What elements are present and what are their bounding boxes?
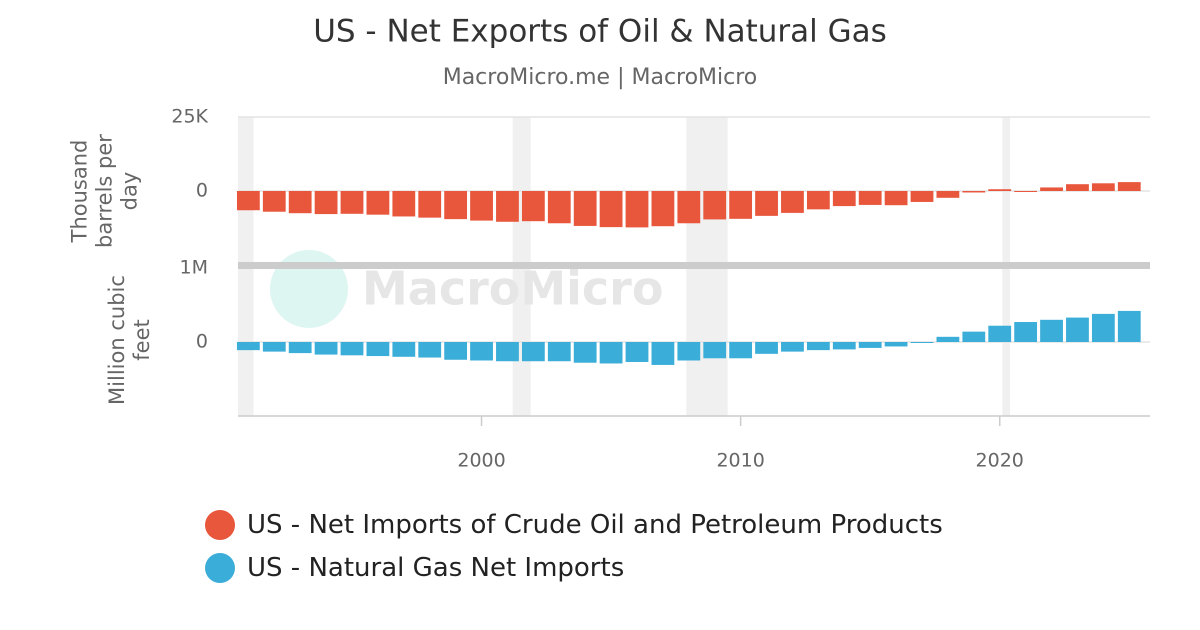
bar (262, 191, 286, 212)
bar (599, 342, 623, 364)
bar (781, 342, 804, 352)
bar (392, 342, 416, 357)
bar (936, 191, 960, 198)
bar (832, 191, 856, 207)
bar (262, 342, 286, 352)
bar (236, 342, 260, 351)
bar (988, 189, 1012, 191)
bar (366, 191, 390, 215)
bar (496, 342, 519, 362)
bar (288, 342, 312, 354)
bar (1091, 313, 1115, 342)
bar (729, 342, 753, 359)
bar (832, 342, 856, 350)
bar (288, 191, 312, 214)
chart-title: US - Net Exports of Oil & Natural Gas (313, 14, 887, 50)
bar (392, 191, 416, 217)
x-tick-label: 2000 (457, 450, 505, 472)
legend-label: US - Net Imports of Crude Oil and Petrol… (247, 510, 943, 540)
bar (573, 342, 597, 363)
bar (1091, 183, 1115, 191)
x-tick-label: 2020 (976, 450, 1024, 472)
watermark-logo (270, 250, 348, 328)
y-tick-label: 1M (180, 257, 208, 279)
bar (781, 191, 804, 213)
bar (755, 191, 778, 216)
bar (884, 342, 908, 347)
bar (625, 342, 649, 362)
bar (677, 342, 701, 361)
y-tick-label: 0 (196, 180, 208, 202)
bar (1066, 317, 1089, 342)
bar (651, 191, 675, 227)
bar (340, 191, 364, 214)
legend-marker (205, 510, 235, 540)
y-axis-title: Thousand barrels per day (67, 134, 142, 248)
bar (806, 191, 830, 210)
bar (521, 342, 545, 362)
y-tick-label: 0 (196, 331, 208, 353)
bar (755, 342, 778, 354)
bar (1117, 310, 1141, 342)
bar (910, 191, 934, 202)
bar (988, 325, 1012, 342)
bar (599, 191, 623, 228)
bar (703, 342, 727, 359)
y-tick-label: 25K (171, 106, 208, 128)
legend-label: US - Natural Gas Net Imports (247, 553, 625, 583)
y-axis-title: Million cubic feet (105, 275, 154, 405)
bar (1014, 322, 1038, 342)
bar (884, 191, 908, 206)
bar (418, 342, 442, 358)
bar (1117, 182, 1141, 191)
watermark: MacroMicro (362, 262, 663, 316)
bar (236, 191, 260, 211)
bar (573, 191, 597, 226)
x-tick-label: 2010 (716, 450, 764, 472)
bar (521, 191, 545, 222)
bar (962, 191, 986, 193)
bar (314, 342, 338, 355)
bar (651, 342, 675, 365)
bar (806, 342, 830, 351)
bar (1066, 184, 1089, 191)
bar (1040, 187, 1063, 191)
legend-marker (205, 553, 235, 583)
bar (962, 331, 986, 342)
bar (470, 342, 493, 361)
bar (729, 191, 753, 219)
bar (340, 342, 364, 356)
bar (677, 191, 701, 224)
bar (910, 342, 934, 343)
bar (858, 342, 882, 348)
bar (314, 191, 338, 215)
bar (858, 191, 882, 205)
legend-item[interactable]: US - Net Imports of Crude Oil and Petrol… (205, 510, 943, 540)
bar (547, 342, 571, 362)
legend-item[interactable]: US - Natural Gas Net Imports (205, 553, 624, 583)
bar (625, 191, 649, 228)
bar (547, 191, 571, 224)
bar (444, 342, 468, 360)
bar (496, 191, 519, 222)
bar (444, 191, 468, 220)
bar (703, 191, 727, 220)
panel-separator (238, 262, 1150, 269)
bar (1014, 191, 1038, 192)
bar (936, 336, 960, 342)
chart-subtitle: MacroMicro.me | MacroMicro (443, 65, 758, 90)
bar (418, 191, 442, 218)
bar (366, 342, 390, 357)
bar (470, 191, 493, 221)
bar (1040, 319, 1063, 342)
